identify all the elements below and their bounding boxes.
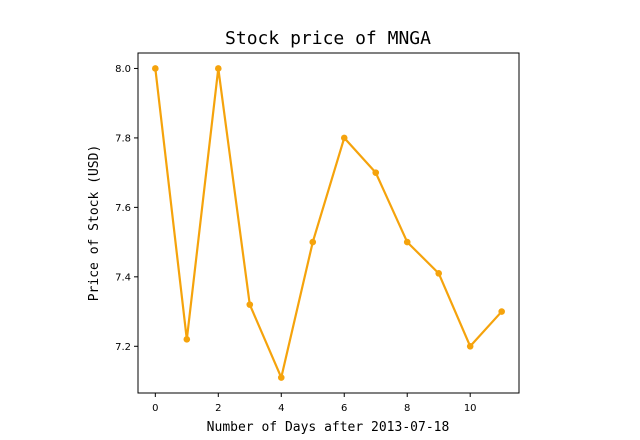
data-point-4 xyxy=(277,374,285,381)
data-point-0 xyxy=(152,65,159,72)
data-point-7 xyxy=(372,169,380,176)
x-tick-label-0: 0 xyxy=(152,403,158,414)
data-point-10 xyxy=(466,342,474,350)
data-point-9 xyxy=(435,270,443,277)
y-axis-label: Price of Stock (USD) xyxy=(87,145,102,302)
y-tick-label-7.6: 7.6 xyxy=(115,203,131,214)
data-point-3 xyxy=(246,301,254,308)
data-point-5 xyxy=(309,238,317,246)
y-tick-label-7.4: 7.4 xyxy=(115,272,131,283)
series-line-0 xyxy=(154,67,503,379)
y-tick-label-8.0: 8.0 xyxy=(115,64,131,75)
y-tick-label-7.8: 7.8 xyxy=(115,133,131,144)
x-tick-label-8: 8 xyxy=(404,403,410,414)
x-tick-label-10: 10 xyxy=(464,403,477,414)
data-point-2 xyxy=(214,65,222,72)
data-point-6 xyxy=(340,134,348,142)
x-axis-label: Number of Days after 2013-07-18 xyxy=(207,420,450,435)
y-tick-label-7.2: 7.2 xyxy=(115,342,131,353)
chart-title: Stock price of MNGA xyxy=(225,28,431,49)
x-tick-label-4: 4 xyxy=(278,403,284,414)
x-tick-label-2: 2 xyxy=(215,403,221,414)
data-point-1 xyxy=(183,336,191,343)
plot-frame xyxy=(137,52,520,394)
data-point-11 xyxy=(498,308,505,315)
x-tick-label-6: 6 xyxy=(341,403,347,414)
plot-area: 0 2 4 6 8 10 7.2 7.4 7.6 7.8 8.0 xyxy=(115,52,520,414)
data-point-8 xyxy=(403,238,411,246)
